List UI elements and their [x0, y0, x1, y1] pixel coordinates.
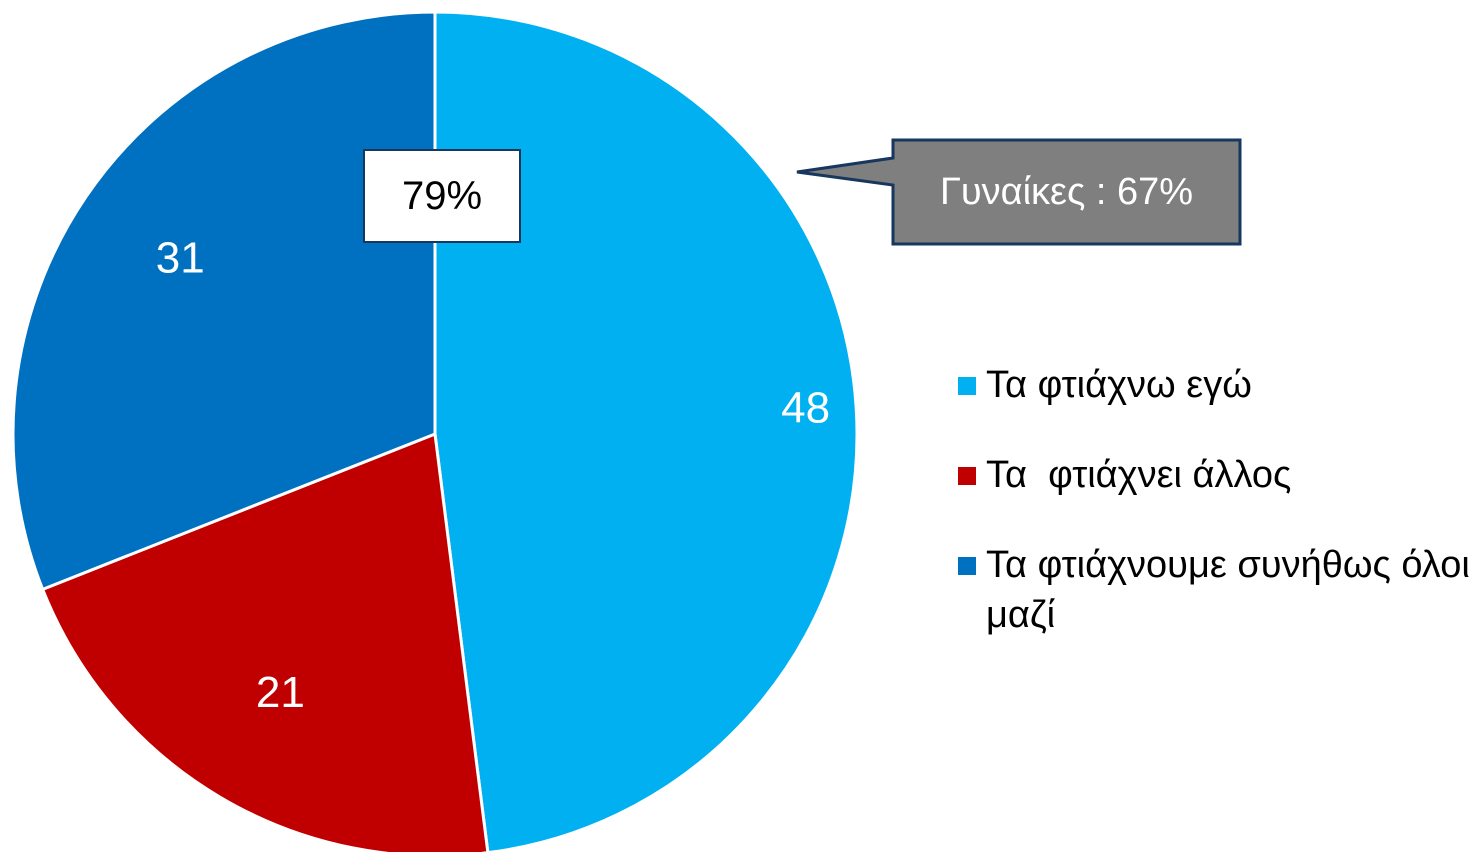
legend-swatch-1 — [958, 467, 976, 485]
slice-value-label-0: 48 — [781, 383, 830, 432]
slice-value-label-1: 21 — [256, 668, 305, 717]
legend-item-2: Τα φτιάχνουμε συνήθως όλοι μαζί — [958, 540, 1478, 640]
legend-swatch-2 — [958, 557, 976, 575]
legend-item-1: Τα φτιάχνει άλλος — [958, 450, 1478, 500]
pie-slice-0 — [433, 10, 859, 852]
women-callout-text: Γυναίκες : 67% — [939, 170, 1194, 213]
pie-slice-2 — [11, 10, 437, 592]
legend-label-0: Τα φτιάχνω εγώ — [986, 364, 1252, 406]
total-percentage-box: 79% — [363, 149, 521, 243]
pie-slices — [11, 10, 859, 852]
legend-item-0: Τα φτιάχνω εγώ — [958, 360, 1478, 410]
legend: Τα φτιάχνω εγώ Τα φτιάχνει άλλος Τα φτιά… — [958, 360, 1478, 680]
legend-swatch-0 — [958, 377, 976, 395]
callout-shape — [796, 138, 1242, 246]
legend-label-2: Τα φτιάχνουμε συνήθως όλοι μαζί — [986, 544, 1470, 636]
pie-slice-labels: 48 21 31 — [156, 233, 830, 717]
pie-slice-1 — [40, 431, 490, 852]
slice-value-label-2: 31 — [156, 233, 205, 282]
legend-label-1: Τα φτιάχνει άλλος — [986, 454, 1292, 496]
